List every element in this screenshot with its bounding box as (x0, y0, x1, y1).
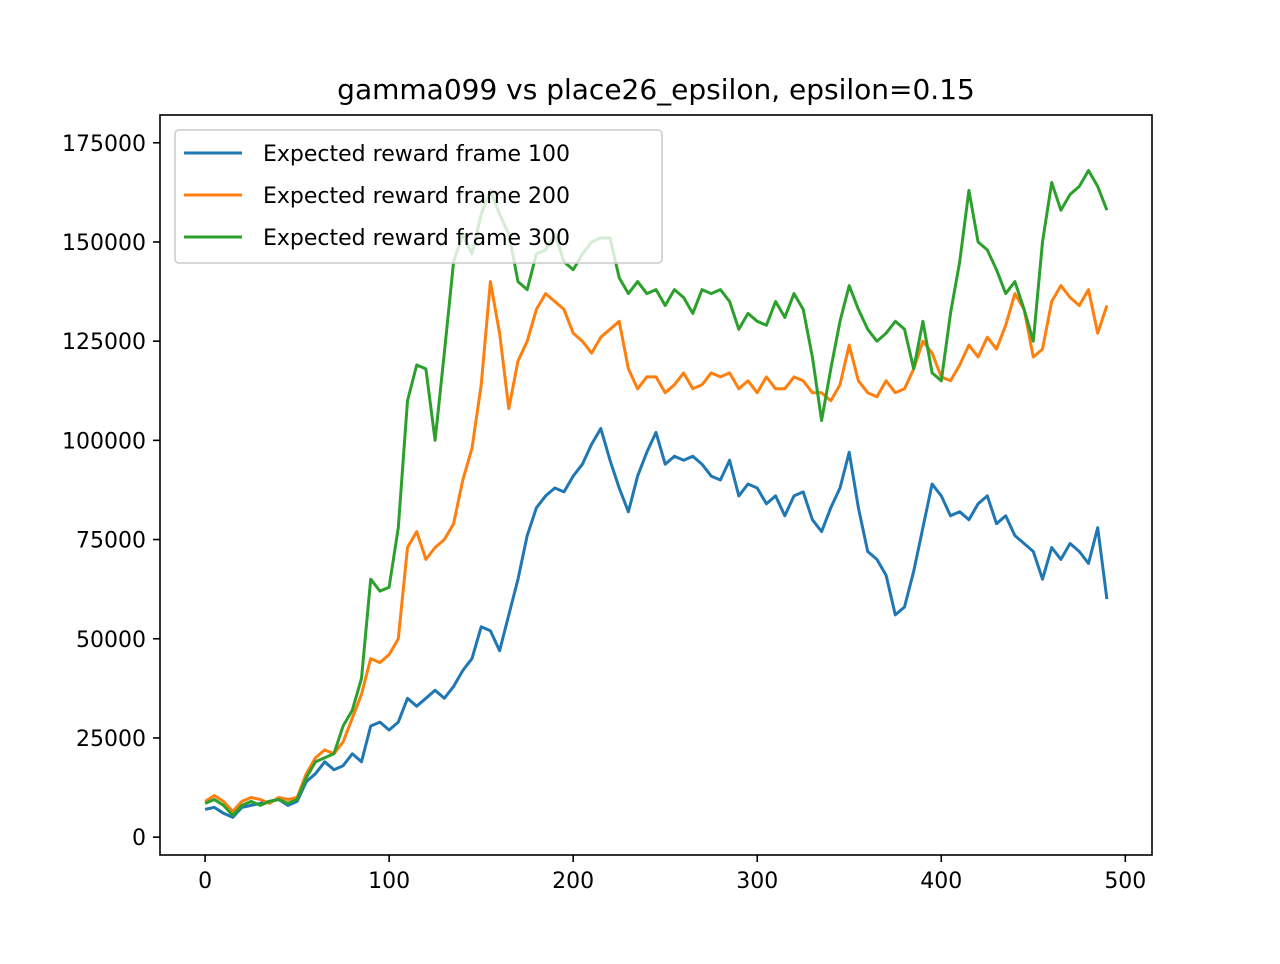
x-tick-label: 300 (736, 869, 778, 894)
x-tick-label: 200 (552, 869, 594, 894)
series-line-1 (204, 427, 1109, 819)
x-tick-label: 500 (1104, 869, 1146, 894)
series-line-2 (204, 280, 1109, 813)
y-axis: 0 25000 50000 75000 100000 125000 150000 175000 (62, 132, 160, 851)
series-layer (204, 169, 1109, 819)
y-tick-label: 0 (132, 826, 146, 851)
x-tick-label: 100 (368, 869, 410, 894)
legend-box (174, 129, 663, 264)
legend-label-3: Expected reward frame 300 (263, 226, 570, 251)
y-tick-label: 150000 (62, 231, 146, 256)
chart-title: gamma099 vs place26_epsilon, epsilon=0.1… (337, 73, 975, 106)
y-tick-label: 50000 (76, 628, 146, 653)
x-axis: 0 100 200 300 400 500 (198, 855, 1146, 894)
y-tick-label: 25000 (76, 727, 146, 752)
legend-label-1: Expected reward frame 100 (263, 142, 570, 167)
plot-frame (159, 114, 1153, 856)
x-tick-label: 400 (920, 869, 962, 894)
y-tick-label: 175000 (62, 132, 146, 157)
y-tick-label: 75000 (76, 529, 146, 554)
legend-label-2: Expected reward frame 200 (263, 184, 570, 209)
series-line-3 (204, 169, 1109, 817)
legend: Expected reward frame 100 Expected reward… (174, 129, 663, 264)
y-tick-label: 100000 (62, 429, 146, 454)
x-tick-label: 0 (198, 869, 212, 894)
y-tick-label: 125000 (62, 330, 146, 355)
